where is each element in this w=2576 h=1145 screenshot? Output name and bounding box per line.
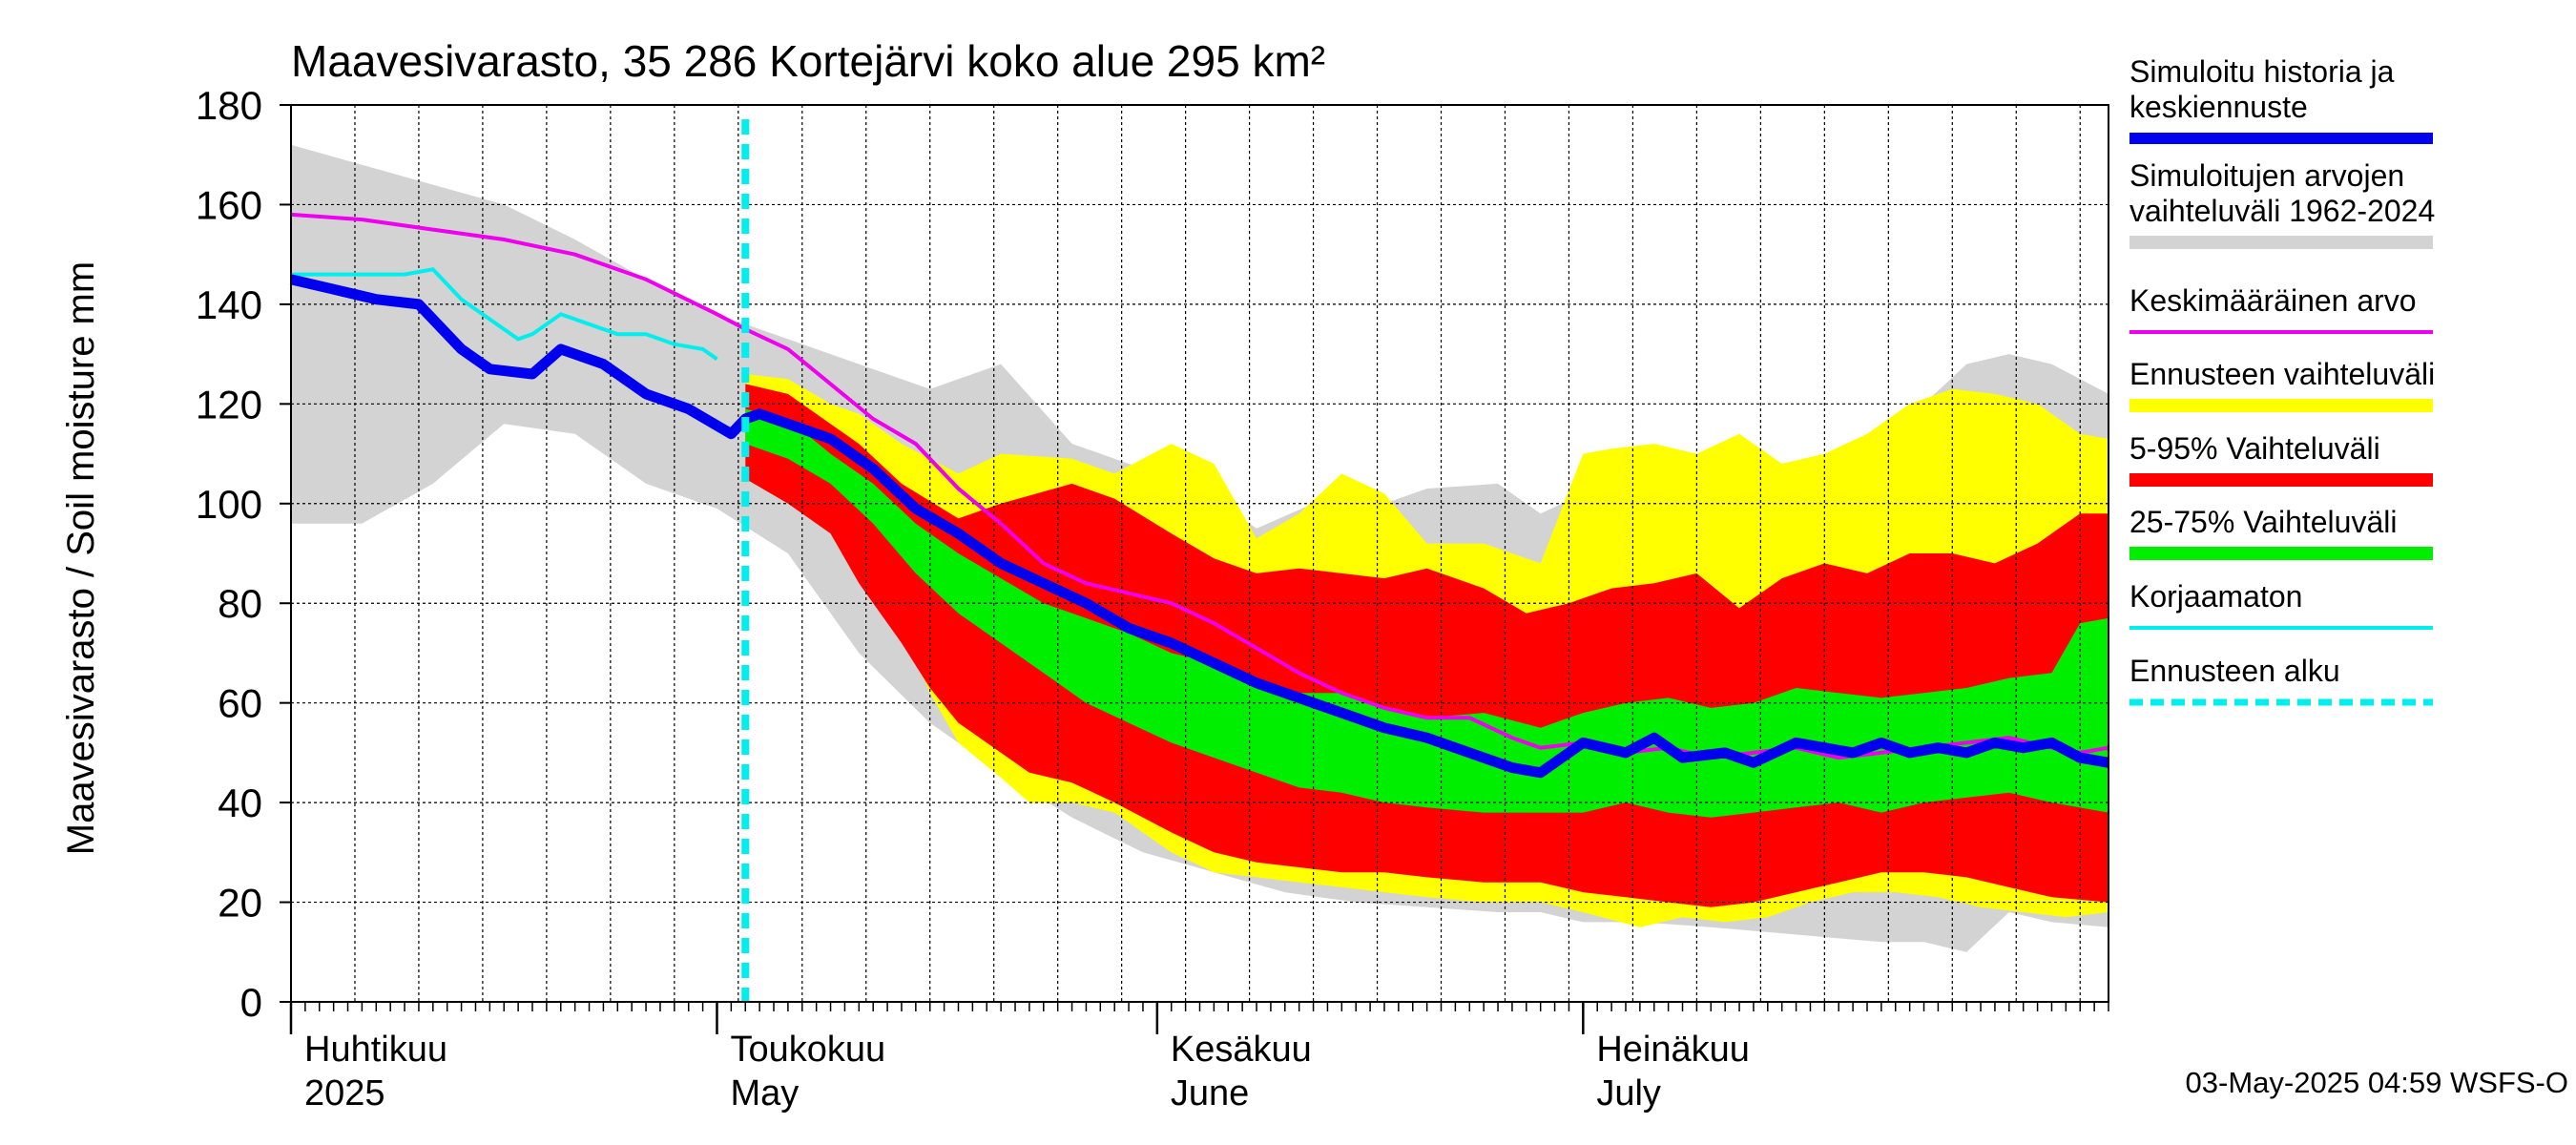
- month-sublabel: May: [730, 1073, 799, 1114]
- grid-layer: [291, 105, 2109, 1002]
- month-label: Huhtikuu: [304, 1030, 447, 1070]
- legend-label: Simuloitu historia ja: [2129, 54, 2395, 89]
- y-tick-label: 100: [196, 482, 262, 527]
- y-tick-label: 20: [218, 881, 262, 926]
- legend-label: Ennusteen vaihteluväli: [2129, 357, 2435, 391]
- lines-layer: [289, 119, 2109, 1002]
- month-sublabel: July: [1596, 1073, 1661, 1114]
- legend-label: Keskimääräinen arvo: [2129, 283, 2417, 318]
- legend-label: 25-75% Vaihteluväli: [2129, 505, 2397, 539]
- y-tick-label: 60: [218, 681, 262, 726]
- month-label: Toukokuu: [730, 1030, 885, 1070]
- y-tick-label: 80: [218, 581, 262, 626]
- month-sublabel: 2025: [304, 1073, 385, 1114]
- uncorrected-line: [291, 267, 718, 361]
- y-tick-label: 40: [218, 781, 262, 825]
- y-tick-label: 180: [196, 83, 262, 128]
- month-sublabel: June: [1171, 1073, 1249, 1114]
- y-tick-label: 140: [196, 282, 262, 327]
- y-tick-label: 120: [196, 382, 262, 427]
- legend-label: 5-95% Vaihteluväli: [2129, 431, 2380, 466]
- y-axis-label: Maavesivarasto / Soil moisture mm: [60, 261, 102, 855]
- month-label: Heinäkuu: [1596, 1030, 1750, 1070]
- p25-75-band: [745, 408, 2109, 818]
- legend-label: Ennusteen alku: [2129, 654, 2340, 688]
- month-label: Kesäkuu: [1171, 1030, 1312, 1070]
- y-tick-label: 160: [196, 182, 262, 227]
- y-tick-label: 0: [240, 980, 262, 1025]
- chart-title: Maavesivarasto, 35 286 Kortejärvi koko a…: [291, 36, 1325, 86]
- legend-label: Simuloitujen arvojen: [2129, 158, 2404, 193]
- history-median-line: [289, 274, 2109, 779]
- timestamp: 03-May-2025 04:59 WSFS-O: [2186, 1066, 2568, 1099]
- legend-label: vaihteluväli 1962-2024: [2129, 194, 2435, 228]
- legend-label: Korjaamaton: [2129, 579, 2302, 614]
- legend-label: keskiennuste: [2129, 90, 2308, 124]
